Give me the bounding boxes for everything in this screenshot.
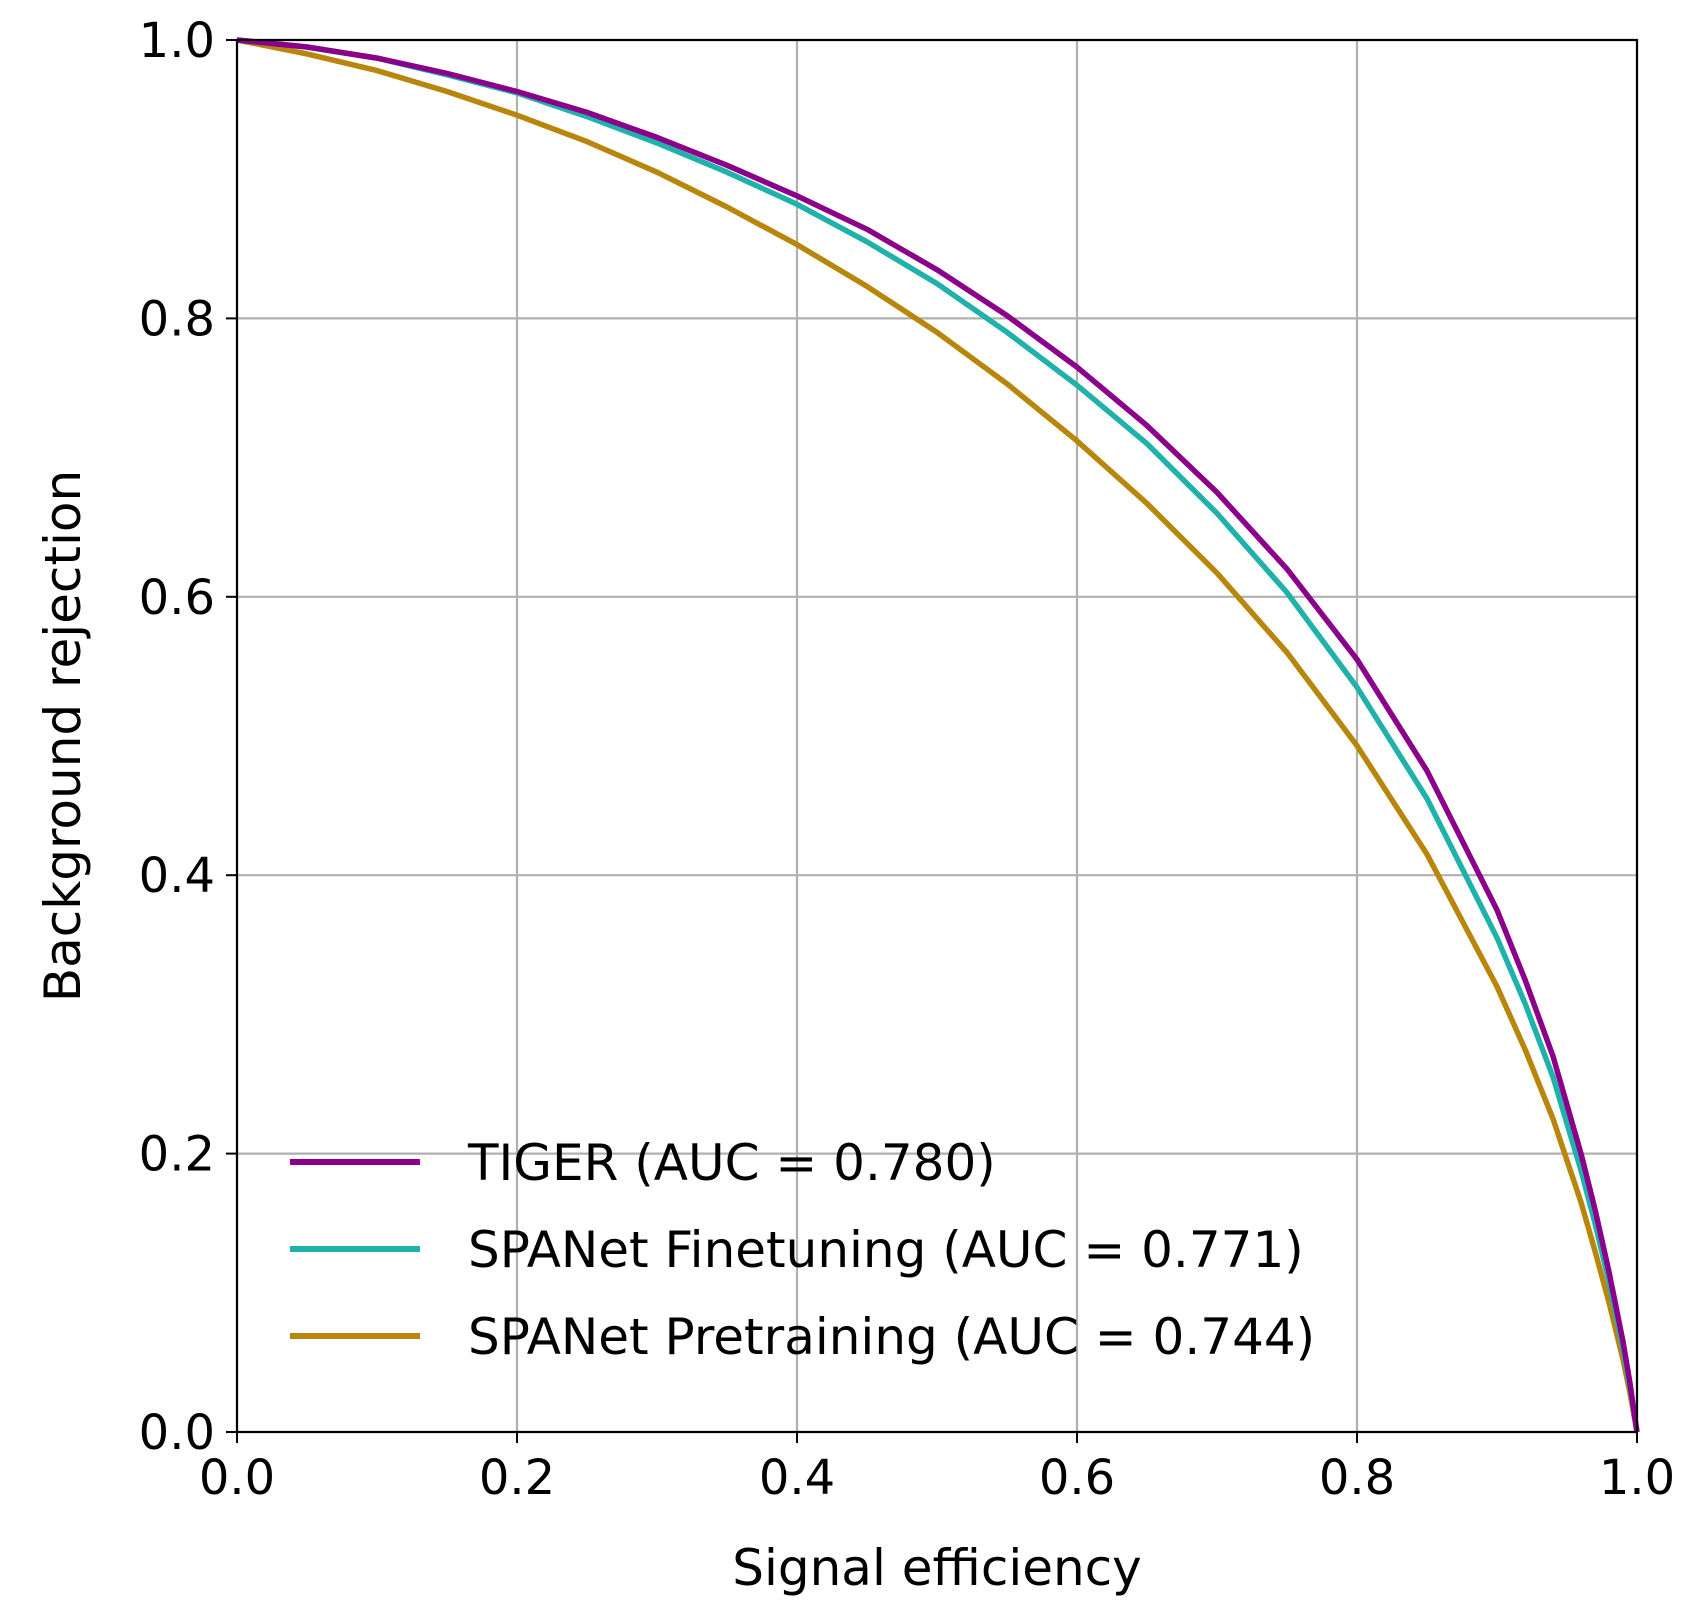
y-axis-label: Background rejection	[34, 470, 92, 1002]
legend-label: TIGER (AUC = 0.780)	[467, 1134, 996, 1192]
series-lines	[236, 37, 1640, 1433]
y-tick-label: 0.2	[139, 1127, 215, 1183]
x-axis-label: Signal efficiency	[732, 1539, 1142, 1597]
x-tick-label: 1.0	[1599, 1450, 1675, 1506]
y-tick-label: 1.0	[139, 13, 215, 69]
legend-label: SPANet Pretraining (AUC = 0.744)	[468, 1308, 1315, 1366]
legend-label: SPANet Finetuning (AUC = 0.771)	[468, 1221, 1304, 1279]
y-tick-label: 0.0	[139, 1405, 215, 1461]
series-line	[236, 37, 1640, 1433]
y-tick-label: 0.4	[139, 848, 215, 904]
y-tick-label: 0.8	[139, 291, 215, 347]
x-tick-label: 0.4	[759, 1450, 835, 1506]
legend: TIGER (AUC = 0.780) SPANet Finetuning (AU…	[290, 1134, 1315, 1366]
x-tick-label: 0.0	[199, 1450, 275, 1506]
series-line	[236, 37, 1640, 1433]
x-tick-label: 0.8	[1319, 1450, 1395, 1506]
plot-frame	[235, 38, 1639, 1434]
y-tick-label: 0.6	[139, 570, 215, 626]
x-tick-label: 0.6	[1039, 1450, 1115, 1506]
x-tick-label: 0.2	[479, 1450, 555, 1506]
axis-ticks: 0.0 0.2 0.4 0.6 0.8 1.0 0.0 0.2 0.4 0.6 0.8 1.0	[139, 13, 1676, 1506]
